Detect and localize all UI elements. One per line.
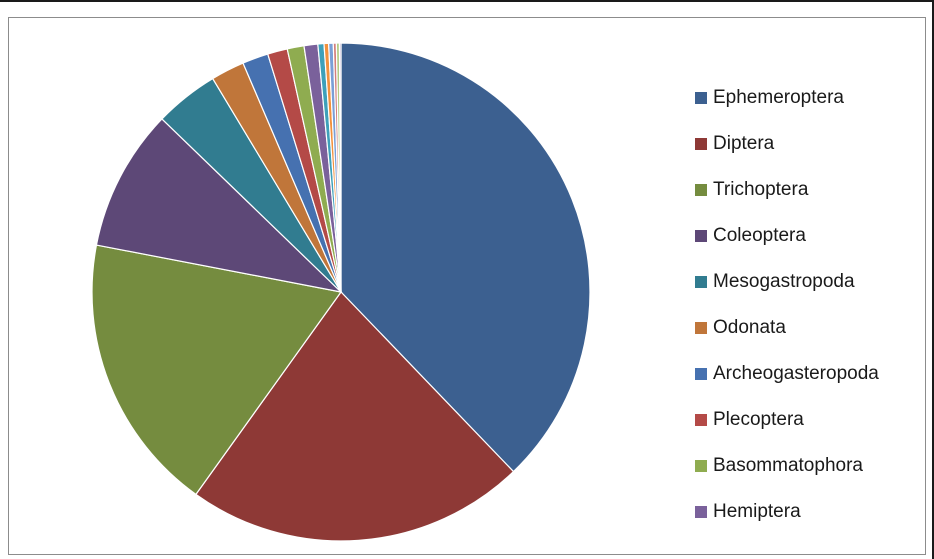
legend-item-mesogastropoda: Mesogastropoda bbox=[695, 259, 879, 305]
legend-swatch bbox=[695, 506, 707, 518]
right-border-line bbox=[932, 0, 934, 559]
legend-item-archeogasteropoda: Archeogasteropoda bbox=[695, 351, 879, 397]
legend-item-basommatophora: Basommatophora bbox=[695, 443, 879, 489]
legend-swatch bbox=[695, 322, 707, 334]
legend-label: Hemiptera bbox=[713, 501, 801, 522]
legend-label: Plecoptera bbox=[713, 409, 804, 430]
legend-swatch bbox=[695, 368, 707, 380]
legend-label: Coleoptera bbox=[713, 225, 806, 246]
legend-item-diptera: Diptera bbox=[695, 121, 879, 167]
legend-swatch bbox=[695, 184, 707, 196]
legend-swatch bbox=[695, 230, 707, 242]
legend-item-odonata: Odonata bbox=[695, 305, 879, 351]
legend-label: Odonata bbox=[713, 317, 786, 338]
pie-slice-coleoptera bbox=[95, 118, 343, 293]
legend-swatch bbox=[695, 138, 707, 150]
pie-slice-diptera bbox=[195, 291, 515, 542]
pie-chart bbox=[91, 42, 591, 542]
legend-swatch bbox=[695, 414, 707, 426]
legend-item-ephemeroptera: Ephemeroptera bbox=[695, 75, 879, 121]
legend: Ephemeroptera Diptera Trichoptera Coleopter… bbox=[695, 75, 879, 535]
top-border-line bbox=[0, 0, 934, 2]
pie-slice-trichoptera bbox=[91, 244, 343, 496]
legend-label: Archeogasteropoda bbox=[713, 363, 879, 384]
legend-item-trichoptera: Trichoptera bbox=[695, 167, 879, 213]
legend-label: Mesogastropoda bbox=[713, 271, 855, 292]
legend-item-coleoptera: Coleoptera bbox=[695, 213, 879, 259]
legend-swatch bbox=[695, 460, 707, 472]
legend-label: Trichoptera bbox=[713, 179, 809, 200]
legend-item-plecoptera: Plecoptera bbox=[695, 397, 879, 443]
legend-label: Basommatophora bbox=[713, 455, 863, 476]
pie-slice-ephemeroptera bbox=[340, 42, 591, 473]
legend-swatch bbox=[695, 276, 707, 288]
legend-label: Ephemeroptera bbox=[713, 87, 844, 108]
legend-item-hemiptera: Hemiptera bbox=[695, 489, 879, 535]
pie-slice-minor-15 bbox=[338, 42, 342, 293]
legend-label: Diptera bbox=[713, 133, 775, 154]
chart-area: Ephemeroptera Diptera Trichoptera Coleopter… bbox=[8, 17, 926, 555]
legend-swatch bbox=[695, 92, 707, 104]
